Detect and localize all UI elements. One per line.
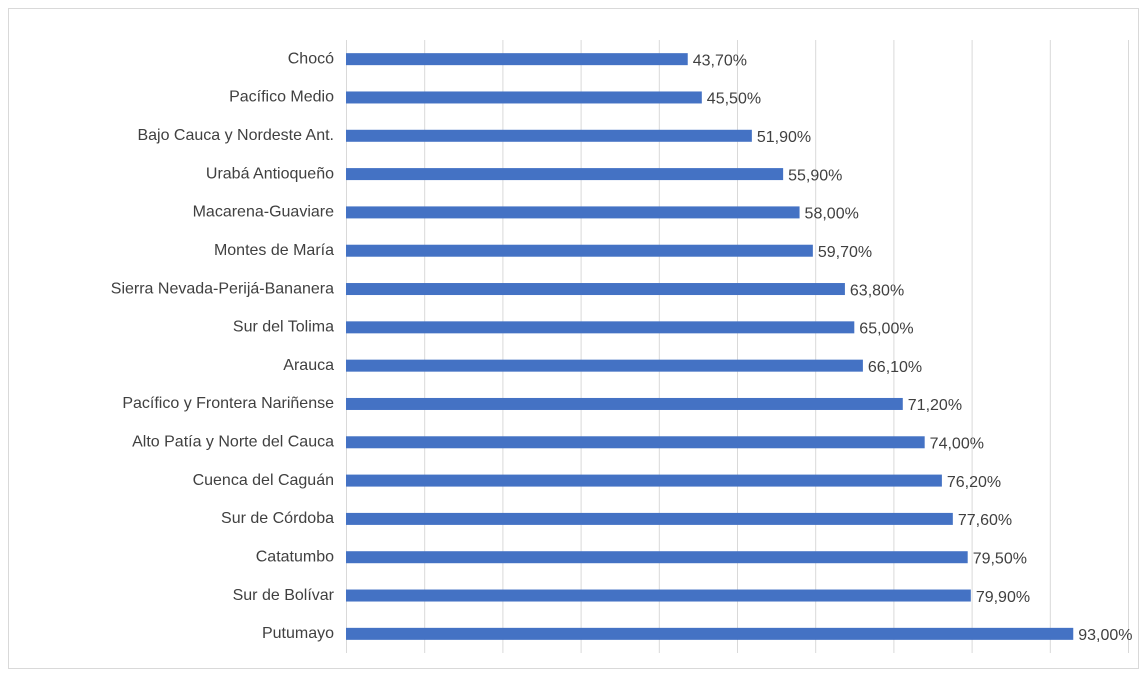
- data-label: 71,20%: [908, 397, 962, 414]
- bar: [346, 206, 800, 219]
- data-label: 65,00%: [859, 321, 913, 338]
- bar: [346, 359, 863, 372]
- y-tick-label: Chocó: [288, 50, 334, 67]
- bar: [346, 512, 953, 525]
- bar: [346, 436, 925, 449]
- y-tick-label: Sierra Nevada-Perijá-Bananera: [111, 280, 334, 297]
- chart-frame: [8, 8, 1139, 669]
- y-tick-label: Sur del Tolima: [233, 319, 334, 336]
- bar: [346, 551, 968, 564]
- bar: [346, 627, 1074, 640]
- y-tick-label: Macarena-Guaviare: [193, 204, 335, 221]
- data-label: 74,00%: [930, 436, 984, 453]
- bar: [346, 321, 855, 334]
- data-label: 55,90%: [788, 167, 842, 184]
- bar: [346, 589, 971, 602]
- y-tick-label: Sur de Bolívar: [233, 587, 335, 604]
- data-label: 76,20%: [947, 474, 1001, 491]
- y-tick-label: Montes de María: [214, 242, 334, 259]
- y-tick-label: Arauca: [283, 357, 334, 374]
- data-label: 45,50%: [707, 91, 761, 108]
- data-label: 77,60%: [958, 512, 1012, 529]
- bar: [346, 129, 752, 142]
- y-tick-label: Pacífico y Frontera Nariñense: [122, 395, 334, 412]
- y-tick-label: Alto Patía y Norte del Cauca: [132, 434, 334, 451]
- data-label: 58,00%: [805, 206, 859, 223]
- bar: [346, 474, 942, 487]
- bar: [346, 168, 784, 181]
- bar: [346, 397, 903, 410]
- data-label: 63,80%: [850, 282, 904, 299]
- y-tick-label: Catatumbo: [256, 548, 334, 565]
- bar: [346, 283, 845, 296]
- bar: [346, 244, 813, 257]
- y-tick-label: Cuenca del Caguán: [193, 472, 334, 489]
- y-tick-label: Urabá Antioqueño: [206, 165, 334, 182]
- data-label: 59,70%: [818, 244, 872, 261]
- y-tick-label: Sur de Córdoba: [221, 510, 334, 527]
- bar: [346, 91, 702, 104]
- y-tick-label: Putumayo: [262, 625, 334, 642]
- y-tick-label: Pacífico Medio: [229, 89, 334, 106]
- data-label: 79,50%: [973, 550, 1027, 567]
- data-label: 51,90%: [757, 129, 811, 146]
- bar: [346, 53, 688, 66]
- data-label: 66,10%: [868, 359, 922, 376]
- y-tick-label: Bajo Cauca y Nordeste Ant.: [137, 127, 334, 144]
- data-label: 43,70%: [693, 52, 747, 69]
- data-label: 93,00%: [1078, 627, 1132, 644]
- data-label: 79,90%: [976, 589, 1030, 606]
